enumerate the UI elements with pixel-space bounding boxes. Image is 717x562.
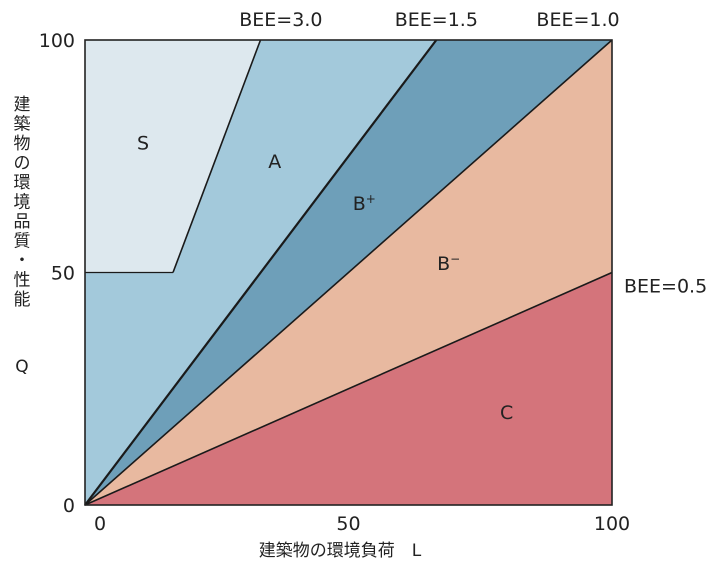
y-tick-label: 50: [51, 263, 75, 285]
region-label-b-plus: B+: [353, 192, 376, 215]
bee-1-0-label: BEE=1.0: [536, 9, 619, 31]
bee-1-0-line: [84, 39, 613, 506]
bee-3-0-line: [172, 39, 262, 273]
y-tick-label: 100: [39, 30, 75, 52]
bee-0-5-label: BEE=0.5: [624, 276, 707, 298]
x-tick-label: 100: [594, 513, 630, 535]
region-label-c: C: [500, 402, 513, 424]
x-tick-label: 0: [94, 513, 106, 535]
y-axis-title: 建築物の環境品質・性能: [14, 95, 31, 310]
region-label-a: A: [268, 151, 281, 173]
boundary-lines-layer: [84, 39, 613, 506]
y-axis-title-q: Q: [15, 357, 28, 377]
y-tick-label: 0: [63, 495, 75, 517]
bee-0-5-line: [84, 271, 613, 506]
x-tick-label: 50: [336, 513, 360, 535]
region-s-fill: [85, 40, 261, 273]
plot-frame: [84, 39, 613, 506]
labels-layer: 0 50 100 0 50 100 BEE=3.0 BEE=1.5 BEE=1.0 BEE=0.5…: [14, 9, 708, 561]
bee-1-5-line: [84, 39, 438, 506]
bee-1-5-label: BEE=1.5: [395, 9, 478, 31]
region-label-s: S: [137, 132, 149, 154]
x-axis-title: 建築物の環境負荷 L: [259, 541, 422, 561]
bee-3-0-label: BEE=3.0: [239, 9, 322, 31]
region-label-b-minus: B−: [437, 252, 460, 275]
